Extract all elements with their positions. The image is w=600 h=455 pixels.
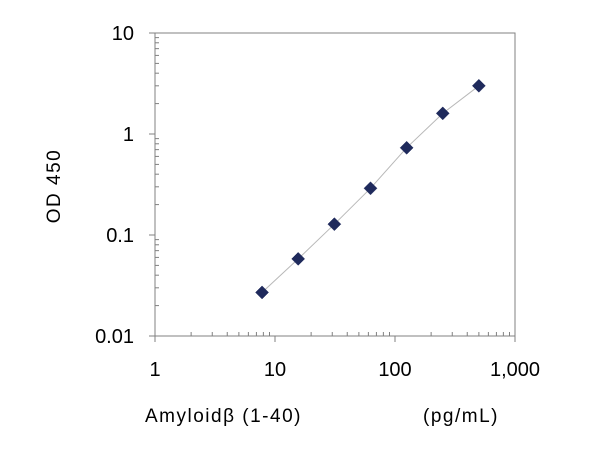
x-axis-unit: (pg/mL) [423,406,499,427]
series-layer [255,78,486,300]
y-tick-label: 0.1 [106,225,134,247]
y-tick-label: 1 [123,124,134,146]
x-axis-ticks: 1 10 100 1,000 [149,336,540,381]
data-point [291,252,306,266]
x-tick-label: 1,000 [490,359,540,381]
y-tick-label: 0.01 [95,326,134,348]
data-point [363,181,378,196]
y-axis-title: OD 450 [44,149,65,223]
data-point [327,217,342,232]
data-point [435,106,450,121]
y-axis-ticks: 0.01 0.1 1 10 [95,23,155,348]
x-tick-label: 10 [264,359,286,381]
y-tick-label: 10 [112,23,134,45]
data-point [255,285,269,300]
x-tick-label: 100 [378,359,411,381]
plot-area [154,32,516,337]
x-tick-label: 1 [149,359,160,381]
x-axis-title: Amyloidβ (1-40) [145,406,302,427]
minor-ticks [155,37,511,336]
data-point [399,140,414,155]
data-point [472,78,486,93]
